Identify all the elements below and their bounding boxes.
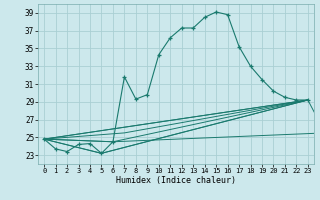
X-axis label: Humidex (Indice chaleur): Humidex (Indice chaleur)	[116, 176, 236, 185]
